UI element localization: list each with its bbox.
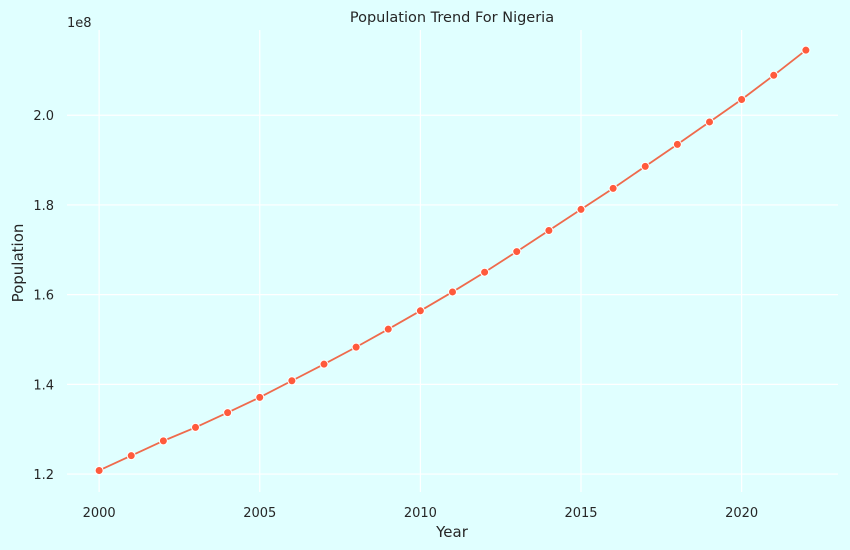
chart-title: Population Trend For Nigeria [350, 10, 554, 26]
data-point [287, 376, 297, 386]
data-point [769, 70, 779, 80]
grid [67, 30, 838, 492]
x-tick-label: 2020 [725, 506, 758, 521]
y-axis-label: Population [9, 224, 27, 303]
x-axis-ticks: 2000 2005 2010 2015 2020 [83, 506, 759, 521]
data-point [351, 342, 361, 352]
data-point [640, 161, 650, 171]
data-point [255, 392, 265, 402]
data-point [448, 287, 457, 297]
x-tick-label: 2010 [404, 506, 437, 521]
data-point [737, 95, 747, 105]
y-tick-label: 1.6 [33, 289, 54, 304]
data-point [383, 324, 393, 334]
data-point [480, 267, 490, 277]
data-point [705, 117, 714, 127]
data-point [512, 247, 522, 257]
data-point [319, 359, 329, 369]
y-tick-label: 1.2 [33, 468, 54, 483]
series-line [98, 49, 807, 472]
y-tick-label: 1.4 [33, 378, 54, 393]
data-point [126, 451, 136, 461]
data-point [191, 422, 200, 432]
data-point [801, 45, 811, 55]
y-tick-label: 1.8 [33, 199, 54, 214]
data-point [608, 183, 618, 193]
data-point [94, 465, 104, 475]
x-axis-label: Year [435, 523, 469, 541]
series-line-layer [98, 49, 807, 472]
x-tick-label: 2000 [83, 506, 116, 521]
data-point [158, 436, 168, 446]
markers [94, 45, 811, 475]
x-tick-label: 2005 [243, 506, 276, 521]
data-point [576, 204, 586, 214]
data-point [415, 306, 425, 316]
y-axis-offset-label: 1e8 [67, 16, 92, 31]
x-tick-label: 2015 [564, 506, 597, 521]
y-tick-label: 2.0 [33, 109, 54, 124]
data-point [672, 139, 682, 149]
data-point [544, 226, 554, 235]
y-axis-ticks: 1.2 1.4 1.6 1.8 2.0 [33, 109, 54, 483]
data-point [223, 408, 233, 418]
